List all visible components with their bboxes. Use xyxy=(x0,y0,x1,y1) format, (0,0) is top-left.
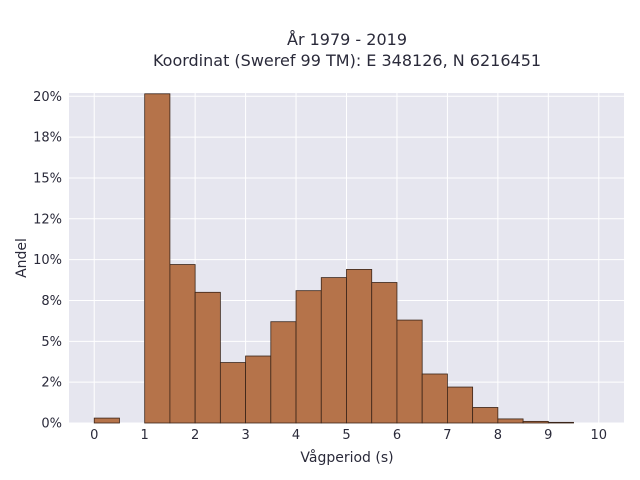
histogram-bar-4 xyxy=(194,291,221,424)
x-tick-label-6: 6 xyxy=(393,428,401,443)
y-tick-label-4: 10% xyxy=(33,253,62,268)
histogram-bar-18 xyxy=(547,421,574,424)
x-tick-label-0: 0 xyxy=(90,428,98,443)
y-tick-label-5: 12% xyxy=(33,212,62,227)
chart-title-line-2: Koordinat (Sweref 99 TM): E 348126, N 62… xyxy=(153,51,541,70)
histogram-bar-8 xyxy=(295,290,322,424)
x-tick-label-8: 8 xyxy=(494,428,502,443)
histogram-bar-15 xyxy=(472,407,499,424)
histogram-bar-9 xyxy=(320,277,347,424)
y-axis-label: Andel xyxy=(14,238,30,278)
x-tick-label-10: 10 xyxy=(590,428,607,443)
x-tick-label-4: 4 xyxy=(292,428,300,443)
bars-group xyxy=(93,93,574,424)
histogram-bar-12 xyxy=(396,319,423,424)
y-tick-label-0: 0% xyxy=(41,417,62,432)
histogram-bar-10 xyxy=(346,269,373,424)
histogram-bar-2 xyxy=(144,93,171,424)
y-tick-label-3: 8% xyxy=(41,294,62,309)
x-tick-label-9: 9 xyxy=(544,428,552,443)
histogram-bar-16 xyxy=(497,418,524,424)
histogram-bar-13 xyxy=(421,373,448,424)
histogram-bar-7 xyxy=(270,321,297,424)
histogram-bar-6 xyxy=(245,355,272,424)
x-axis-label: Vågperiod (s) xyxy=(300,449,393,466)
x-tick-label-5: 5 xyxy=(342,428,350,443)
chart-title-line-1: År 1979 - 2019 xyxy=(287,30,407,49)
y-axis-ticks: 0% 2% 5% 8% 10% 12% 15% 18% 20% xyxy=(33,90,62,432)
y-tick-label-7: 18% xyxy=(33,131,62,146)
histogram-bar-3 xyxy=(169,264,196,424)
histogram-bar-11 xyxy=(371,282,398,424)
histogram-bar-17 xyxy=(522,420,549,424)
y-tick-label-6: 15% xyxy=(33,171,62,186)
y-tick-label-1: 2% xyxy=(41,376,62,391)
x-axis-ticks: 0 1 2 3 4 5 6 7 8 9 10 xyxy=(90,428,607,443)
y-tick-label-2: 5% xyxy=(41,335,62,350)
y-tick-label-8: 20% xyxy=(33,90,62,105)
x-tick-label-3: 3 xyxy=(241,428,249,443)
x-tick-label-2: 2 xyxy=(191,428,199,443)
histogram-bar-14 xyxy=(447,386,474,424)
histogram-bar-5 xyxy=(219,362,246,424)
histogram-bar-0 xyxy=(93,417,120,424)
x-tick-label-1: 1 xyxy=(141,428,149,443)
x-tick-label-7: 7 xyxy=(443,428,451,443)
